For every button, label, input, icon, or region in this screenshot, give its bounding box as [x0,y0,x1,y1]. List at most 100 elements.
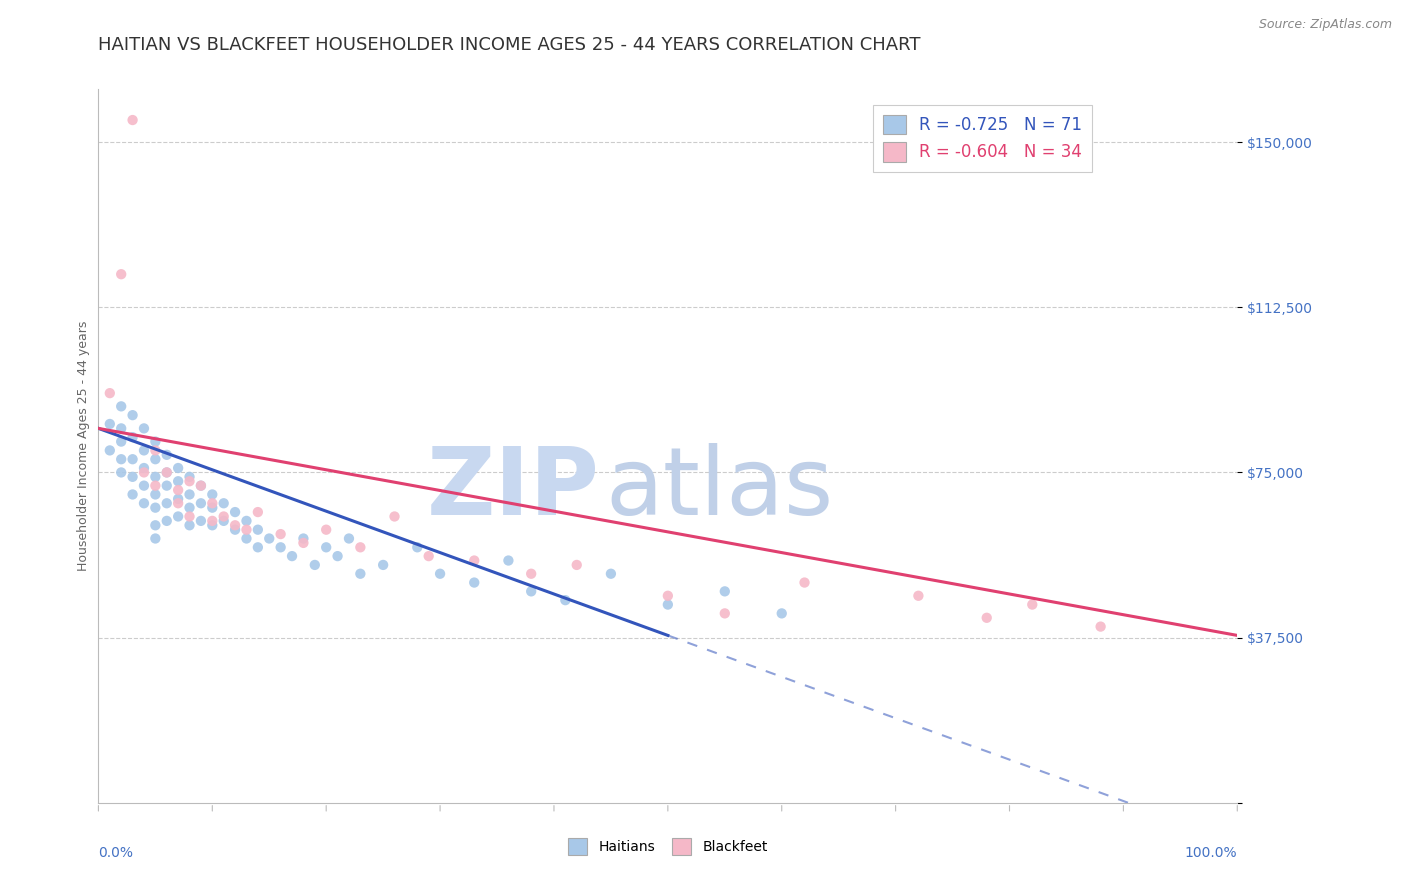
Point [167,475,190,489]
Point [657,598,679,612]
Point [156,514,179,528]
Point [167,496,190,510]
Point [246,523,269,537]
Point [565,558,588,572]
Point [793,575,815,590]
Text: HAITIAN VS BLACKFEET HOUSEHOLDER INCOME AGES 25 - 44 YEARS CORRELATION CHART: HAITIAN VS BLACKFEET HOUSEHOLDER INCOME … [98,36,921,54]
Point [156,496,179,510]
Point [212,514,235,528]
Point [167,491,190,506]
Point [190,496,212,510]
Point [110,452,132,467]
Point [110,466,132,480]
Point [498,553,520,567]
Point [121,430,143,444]
Point [235,532,257,546]
Point [315,541,337,555]
Point [145,518,167,533]
Text: 100.0%: 100.0% [1185,846,1237,860]
Point [179,509,201,524]
Point [110,421,132,435]
Point [156,466,179,480]
Point [224,518,246,533]
Point [246,541,269,555]
Point [224,523,246,537]
Point [281,549,304,563]
Point [429,566,451,581]
Point [145,452,167,467]
Point [520,584,543,599]
Point [145,532,167,546]
Point [121,470,143,484]
Point [235,514,257,528]
Point [121,408,143,422]
Point [132,496,155,510]
Point [145,470,167,484]
Point [304,558,326,572]
Legend: Haitians, Blackfeet: Haitians, Blackfeet [562,833,773,860]
Point [179,475,201,489]
Point [201,500,224,515]
Point [145,434,167,449]
Point [98,386,121,401]
Point [132,478,155,492]
Point [179,487,201,501]
Point [145,487,167,501]
Point [714,584,737,599]
Text: ZIP: ZIP [426,442,599,535]
Point [190,478,212,492]
Point [212,509,235,524]
Point [156,466,179,480]
Point [156,478,179,492]
Text: Source: ZipAtlas.com: Source: ZipAtlas.com [1258,18,1392,31]
Point [110,434,132,449]
Text: 0.0%: 0.0% [98,846,134,860]
Point [657,589,679,603]
Point [201,487,224,501]
Point [600,566,623,581]
Point [167,509,190,524]
Point [201,496,224,510]
Point [270,541,292,555]
Text: atlas: atlas [605,442,834,535]
Point [463,575,485,590]
Point [110,400,132,414]
Point [270,527,292,541]
Point [179,500,201,515]
Point [145,500,167,515]
Point [976,611,998,625]
Point [201,518,224,533]
Point [418,549,440,563]
Point [554,593,576,607]
Point [224,505,246,519]
Point [156,448,179,462]
Point [292,536,315,550]
Point [121,452,143,467]
Point [167,483,190,497]
Point [179,470,201,484]
Point [98,417,121,431]
Point [110,267,132,281]
Point [132,421,155,435]
Point [326,549,349,563]
Point [463,553,485,567]
Point [349,541,371,555]
Y-axis label: Householder Income Ages 25 - 44 years: Householder Income Ages 25 - 44 years [77,321,90,571]
Point [406,541,429,555]
Point [132,443,155,458]
Point [315,523,337,537]
Point [384,509,406,524]
Point [98,443,121,458]
Point [292,532,315,546]
Point [770,607,793,621]
Point [132,466,155,480]
Point [145,443,167,458]
Point [1090,619,1112,633]
Point [246,505,269,519]
Point [259,532,281,546]
Point [201,514,224,528]
Point [212,496,235,510]
Point [907,589,929,603]
Point [371,558,394,572]
Point [349,566,371,581]
